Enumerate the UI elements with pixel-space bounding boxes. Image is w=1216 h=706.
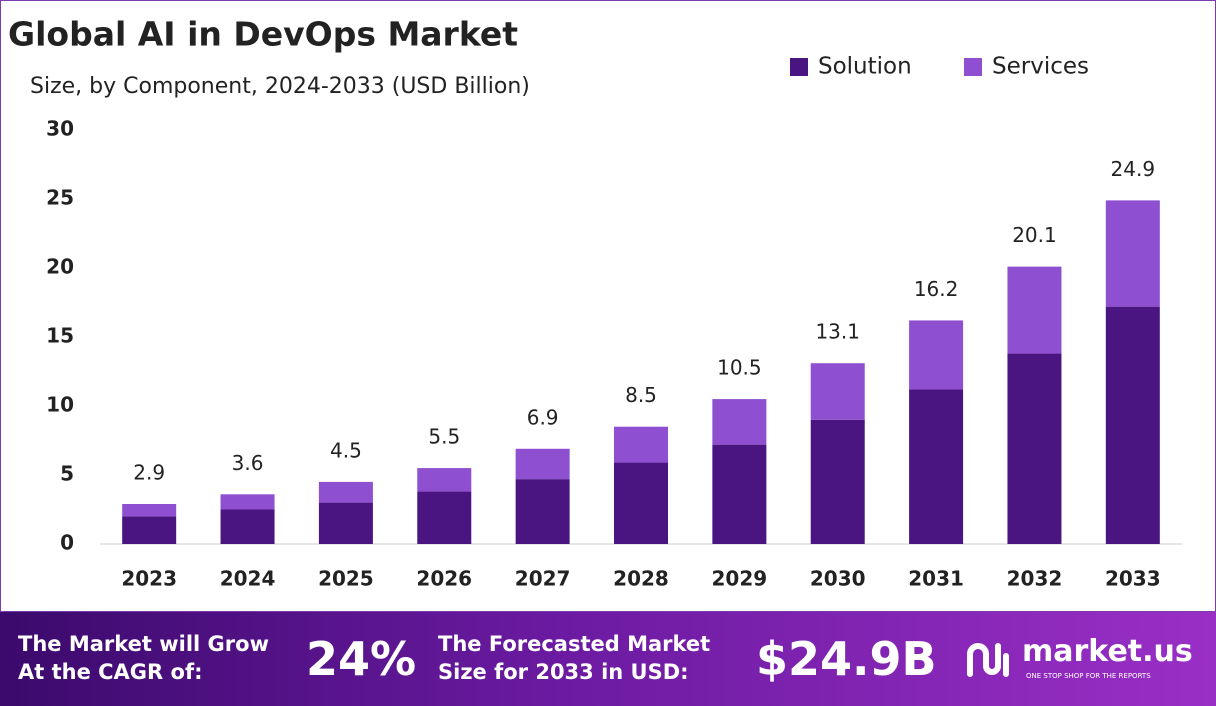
x-tick-label: 2033 bbox=[1105, 567, 1161, 591]
y-tick-label: 30 bbox=[46, 117, 74, 141]
total-label: 6.9 bbox=[527, 405, 559, 429]
bar-segment bbox=[318, 502, 373, 544]
total-label: 24.9 bbox=[1111, 157, 1156, 181]
bar-segment bbox=[909, 389, 964, 544]
y-tick-label: 15 bbox=[46, 324, 74, 348]
bar-segment bbox=[810, 419, 865, 544]
bar-segment bbox=[712, 444, 767, 544]
y-tick-label: 10 bbox=[46, 393, 74, 417]
bar-segment bbox=[1007, 266, 1062, 354]
brand: market.us bbox=[1022, 634, 1193, 669]
chart-title: Global AI in DevOps Market bbox=[8, 15, 518, 54]
total-label: 16.2 bbox=[914, 277, 959, 301]
bar-segment bbox=[417, 491, 472, 544]
bar-segment bbox=[417, 468, 472, 492]
bar-segment bbox=[122, 516, 177, 544]
bar-segment bbox=[1007, 353, 1062, 544]
cagr-value: 24% bbox=[306, 632, 417, 686]
bar-segment bbox=[220, 494, 275, 510]
bar-segment bbox=[614, 426, 668, 463]
x-tick-label: 2028 bbox=[613, 567, 669, 591]
tagline: ONE STOP SHOP FOR THE REPORTS bbox=[1026, 672, 1151, 680]
bar-segment bbox=[122, 503, 177, 517]
footer-banner: The Market will Grow At the CAGR of: 24%… bbox=[0, 612, 1216, 706]
bar-segment bbox=[515, 448, 570, 480]
chart: Global AI in DevOps Market Size, by Comp… bbox=[0, 0, 1216, 612]
y-tick-label: 5 bbox=[60, 462, 74, 486]
forecast-text: The Forecasted Market Size for 2033 in U… bbox=[438, 632, 711, 684]
total-label: 8.5 bbox=[625, 383, 657, 407]
total-label: 3.6 bbox=[232, 451, 264, 475]
bar-segment bbox=[318, 481, 373, 503]
y-tick-label: 20 bbox=[46, 255, 74, 279]
bar-segment bbox=[810, 363, 865, 420]
bar-segment bbox=[909, 320, 964, 390]
legend-label: Solution bbox=[818, 54, 912, 80]
x-tick-label: 2024 bbox=[220, 567, 276, 591]
x-tick-label: 2032 bbox=[1007, 567, 1063, 591]
forecast-value: $24.9B bbox=[756, 632, 937, 686]
bar-segment bbox=[1105, 306, 1160, 544]
cagr-text: The Market will Grow At the CAGR of: bbox=[18, 632, 269, 684]
x-tick-label: 2027 bbox=[515, 567, 571, 591]
total-label: 5.5 bbox=[428, 425, 460, 449]
x-tick-label: 2030 bbox=[810, 567, 866, 591]
bar-segment bbox=[220, 509, 275, 544]
legend-swatch bbox=[964, 58, 982, 76]
x-tick-label: 2026 bbox=[416, 567, 472, 591]
total-label: 2.9 bbox=[133, 460, 165, 484]
bar-segment bbox=[515, 479, 570, 544]
total-label: 13.1 bbox=[815, 320, 860, 344]
total-label: 20.1 bbox=[1012, 223, 1057, 247]
x-tick-label: 2025 bbox=[318, 567, 374, 591]
total-label: 10.5 bbox=[717, 356, 762, 380]
total-label: 4.5 bbox=[330, 438, 362, 462]
brand-logo bbox=[967, 643, 1009, 677]
x-tick-label: 2029 bbox=[712, 567, 768, 591]
bar-segment bbox=[1105, 200, 1160, 307]
x-tick-label: 2031 bbox=[908, 567, 964, 591]
legend-label: Services bbox=[992, 54, 1089, 80]
x-tick-label: 2023 bbox=[121, 567, 177, 591]
bar-segment bbox=[712, 399, 767, 445]
y-tick-label: 25 bbox=[46, 186, 74, 210]
chart-subtitle: Size, by Component, 2024-2033 (USD Billi… bbox=[30, 74, 530, 99]
legend-swatch bbox=[790, 58, 808, 76]
y-tick-label: 0 bbox=[60, 531, 74, 555]
bar-segment bbox=[614, 462, 668, 544]
